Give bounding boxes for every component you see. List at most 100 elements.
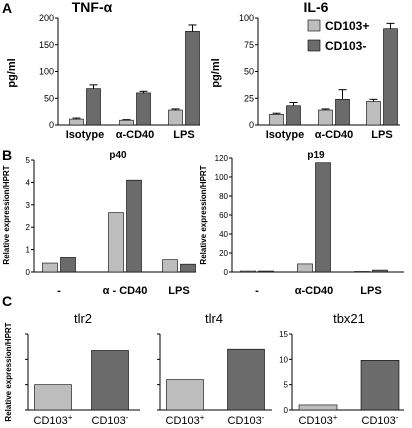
y-tick-label: 50 <box>44 93 54 103</box>
y-axis-label: Relative expression/HPRT <box>199 165 208 264</box>
chart-title: IL-6 <box>304 0 329 15</box>
bar-value <box>91 350 129 411</box>
bar-cd103pos <box>168 109 183 126</box>
x-tick-label: Isotype <box>66 129 105 141</box>
chart-title: tbx21 <box>333 311 365 326</box>
bar-cd103pos <box>354 271 370 273</box>
x-tick-label: LPS <box>173 129 194 141</box>
y-tick-label: 15 <box>279 330 288 339</box>
x-tick-label: CD103- <box>92 413 129 427</box>
x-tick-label: α-CD40 <box>295 285 334 297</box>
x-tick-label: - <box>57 285 61 297</box>
x-tick-label: α-CD40 <box>315 129 354 141</box>
bar-cd103pos <box>240 270 256 273</box>
chart-title: p19 <box>307 150 325 161</box>
x-tick-label: Isotype <box>266 129 305 141</box>
y-tick-label: 75 <box>244 40 254 50</box>
y-tick-label: 1 <box>26 246 31 255</box>
y-tick-label: 25 <box>244 93 254 103</box>
y-tick-label: 50 <box>244 67 254 77</box>
bar-cd103pos <box>42 262 58 273</box>
y-axis-label: Relative expression/HPRT <box>4 322 13 421</box>
y-tick-label: 20 <box>219 249 228 258</box>
chart-a2: IL-6 pg/ml 0 25 50 75 100 Isotype α-CD40 LPS CD103… <box>210 0 400 141</box>
chart-a1: TNF-α pg/ml 0 50 100 150 200 Isotype α-CD40 LPS <box>6 0 200 141</box>
bar-cd103neg <box>180 263 196 273</box>
chart-title: TNF-α <box>72 0 113 15</box>
y-tick-label: 0 <box>49 120 54 130</box>
y-tick-label: 150 <box>39 40 54 50</box>
chart-b2: p19 Relative expression/HPRT 0 20 40 60 80 100 1… <box>199 150 404 297</box>
chart-c3: tbx21 0 5 10 15 CD103+ CD103- <box>279 311 404 427</box>
bar-cd103pos <box>119 119 134 126</box>
bar-cd103neg <box>286 105 301 126</box>
chart-c2: tlr4 CD103+ CD103- <box>157 311 272 427</box>
y-tick-label: 100 <box>215 173 229 182</box>
bar-cd103neg <box>185 31 200 126</box>
y-tick-label: 5 <box>26 156 31 165</box>
bar-cd103neg <box>60 257 76 273</box>
x-tick-label: CD103+ <box>299 413 338 427</box>
bar-cd103pos <box>269 114 284 126</box>
y-tick-label: 60 <box>219 211 228 220</box>
x-tick-label: CD103+ <box>166 413 205 427</box>
bar-cd103pos <box>318 109 333 126</box>
bar-cd103pos <box>69 118 84 126</box>
x-tick-label: LPS <box>371 129 392 141</box>
bar-cd103pos <box>297 263 313 273</box>
x-tick-label: α - CD40 <box>103 285 148 297</box>
bar-value <box>227 348 265 411</box>
y-axis-label: pg/ml <box>6 58 18 87</box>
x-tick-label: - <box>255 285 259 297</box>
y-axis-label: Relative expression/HPRT <box>2 165 11 264</box>
y-tick-label: 40 <box>219 230 228 239</box>
x-tick-label: CD103- <box>362 413 399 427</box>
bar-value <box>34 384 72 411</box>
y-tick-label: 120 <box>215 154 229 163</box>
bar-cd103pos <box>366 101 381 126</box>
chart-title: p40 <box>109 150 127 161</box>
x-tick-label: CD103+ <box>34 413 73 427</box>
y-tick-label: 2 <box>26 223 31 232</box>
y-axis-label: pg/ml <box>210 58 222 87</box>
bar-cd103pos <box>108 212 124 273</box>
x-tick-label: α-CD40 <box>116 129 155 141</box>
bar-cd103neg <box>335 99 350 126</box>
panel-label-b: B <box>2 147 12 163</box>
x-tick-label: LPS <box>168 285 189 297</box>
bar-cd103pos <box>162 259 178 273</box>
legend-label: CD103- <box>325 39 366 53</box>
chart-title: tlr4 <box>205 311 223 326</box>
chart-title: tlr2 <box>74 311 92 326</box>
panel-label-a: A <box>2 0 12 16</box>
bar-cd103neg <box>126 179 142 273</box>
y-tick-label: 4 <box>26 178 31 187</box>
chart-c1: tlr2 Relative expression/HPRT CD103+ CD103- <box>4 311 140 427</box>
legend-label: CD103+ <box>325 19 369 33</box>
y-tick-label: 200 <box>39 13 54 23</box>
y-tick-label: 5 <box>284 381 289 390</box>
bar-value <box>166 379 204 411</box>
bar-cd103neg <box>315 162 331 273</box>
y-tick-label: 0 <box>26 268 31 277</box>
y-tick-label: 10 <box>279 355 288 364</box>
y-tick-label: 100 <box>239 13 254 23</box>
bar-value <box>298 404 338 411</box>
legend-swatch <box>307 19 321 32</box>
bar-cd103neg <box>258 270 274 273</box>
y-tick-label: 80 <box>219 192 228 201</box>
y-tick-label: 0 <box>284 406 289 415</box>
y-tick-label: 3 <box>26 201 31 210</box>
x-tick-label: LPS <box>360 285 381 297</box>
y-tick-label: 0 <box>224 268 229 277</box>
y-tick-label: 0 <box>249 120 254 130</box>
legend-swatch <box>307 39 321 52</box>
chart-b1: p40 Relative expression/HPRT 0 1 2 3 4 5 - α - CD… <box>2 150 196 297</box>
panel-label-c: C <box>2 293 12 309</box>
bar-cd103neg <box>383 28 398 126</box>
bar-cd103neg <box>86 88 101 126</box>
y-tick-label: 100 <box>39 67 54 77</box>
bar-cd103neg <box>136 92 151 126</box>
